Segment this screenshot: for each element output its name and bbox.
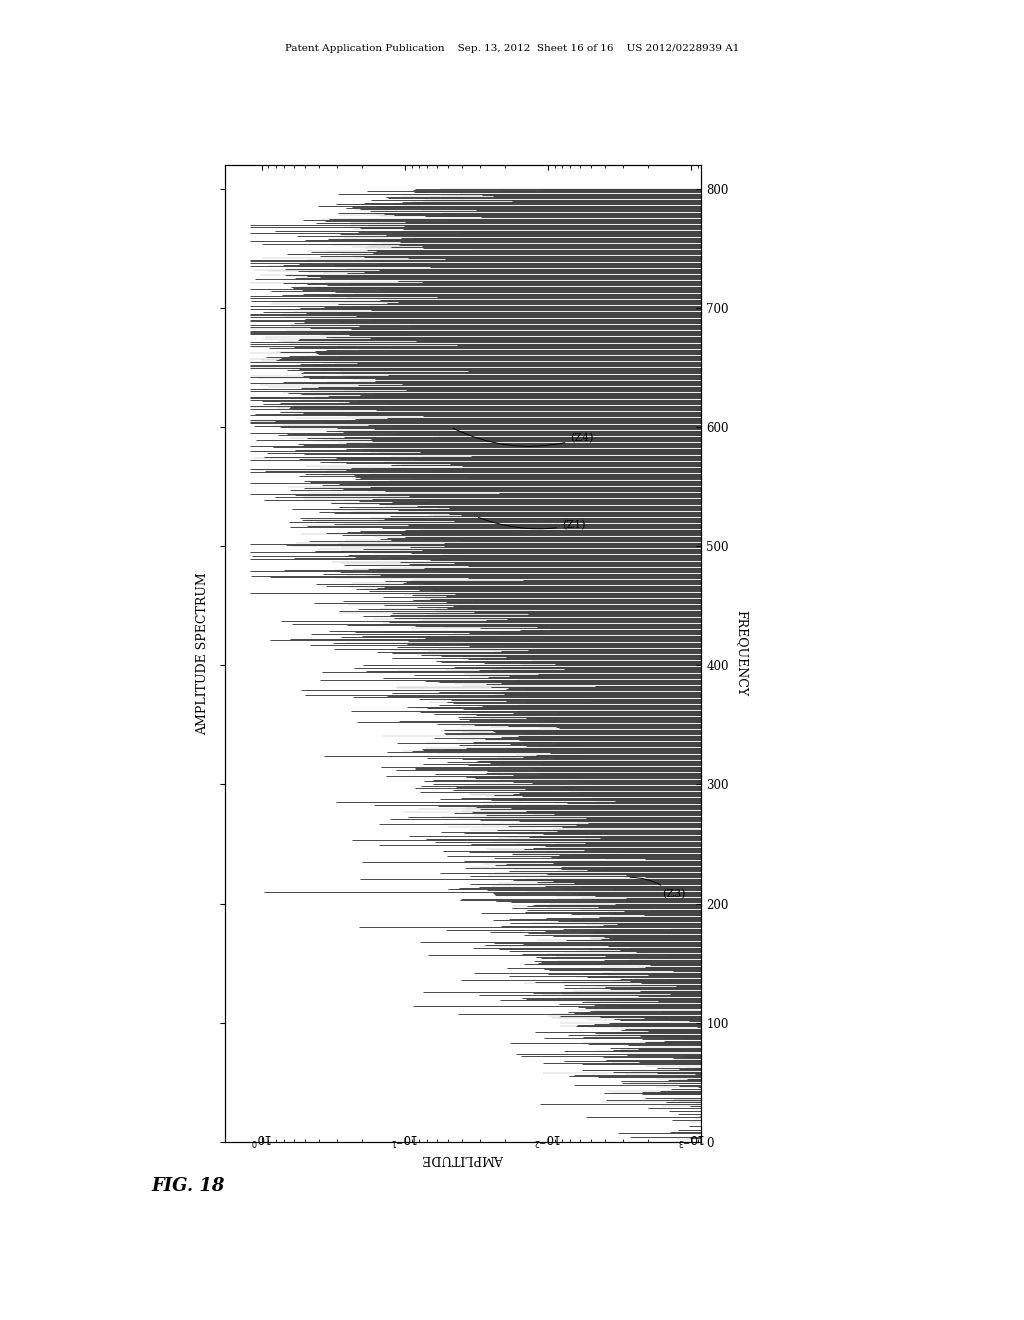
Y-axis label: FREQUENCY: FREQUENCY [735, 610, 749, 697]
Text: (Z1): (Z1) [478, 517, 586, 531]
Text: (Z3): (Z3) [630, 878, 686, 900]
Text: (Z4): (Z4) [454, 428, 594, 446]
Text: FIG. 18: FIG. 18 [152, 1177, 225, 1196]
Y-axis label: AMPLITUDE SPECTRUM: AMPLITUDE SPECTRUM [197, 572, 209, 735]
Text: Patent Application Publication    Sep. 13, 2012  Sheet 16 of 16    US 2012/02289: Patent Application Publication Sep. 13, … [285, 44, 739, 53]
X-axis label: AMPLITUDE: AMPLITUDE [423, 1152, 504, 1166]
